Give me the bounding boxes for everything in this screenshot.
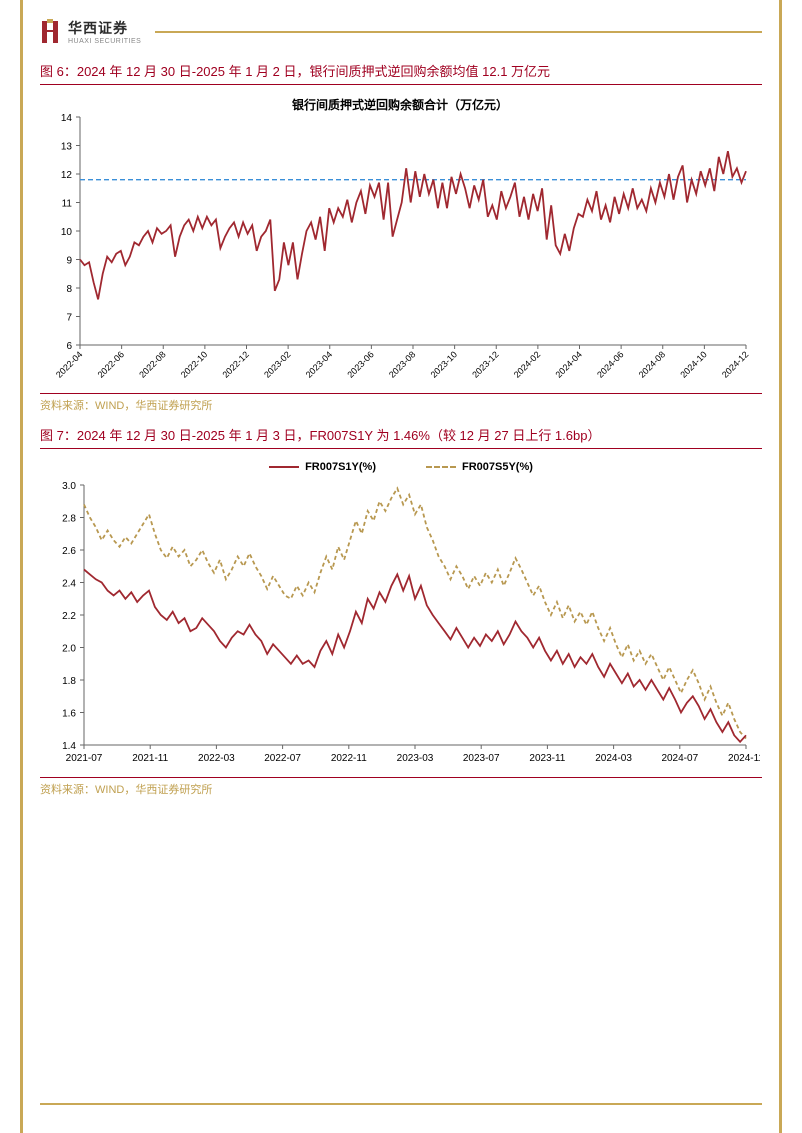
legend-label-s5y: FR007S5Y(%): [462, 461, 533, 473]
figure-6-source: 资料来源：WIND，华西证券研究所: [40, 393, 762, 413]
svg-text:3.0: 3.0: [62, 481, 76, 492]
svg-text:1.4: 1.4: [62, 741, 76, 752]
svg-text:2022-11: 2022-11: [331, 753, 367, 764]
legend-swatch-s1y: [269, 466, 299, 468]
svg-text:6: 6: [66, 341, 72, 352]
svg-text:2022-12: 2022-12: [220, 349, 250, 379]
legend-label-s1y: FR007S1Y(%): [305, 461, 376, 473]
svg-text:2023-03: 2023-03: [397, 753, 434, 764]
svg-text:2.0: 2.0: [62, 644, 76, 655]
figure-7-legend: FR007S1Y(%) FR007S5Y(%): [40, 457, 762, 477]
svg-text:2024-03: 2024-03: [595, 753, 632, 764]
legend-item-s1y: FR007S1Y(%): [269, 461, 376, 473]
svg-text:2024-11: 2024-11: [728, 753, 760, 764]
svg-text:银行间质押式逆回购余额合计（万亿元）: 银行间质押式逆回购余额合计（万亿元）: [292, 97, 508, 112]
svg-text:2.6: 2.6: [62, 546, 76, 557]
company-name-en: HUAXI SECURITIES: [68, 38, 141, 45]
svg-text:2024-08: 2024-08: [637, 349, 667, 379]
svg-text:2023-08: 2023-08: [387, 349, 417, 379]
svg-text:10: 10: [61, 227, 73, 238]
svg-text:1.8: 1.8: [62, 676, 76, 687]
page-border-right: [779, 0, 782, 1133]
company-logo: 华西证券 HUAXI SECURITIES: [40, 18, 141, 45]
svg-text:2022-06: 2022-06: [96, 349, 126, 379]
svg-text:2024-07: 2024-07: [661, 753, 698, 764]
figure-7-chart: FR007S1Y(%) FR007S5Y(%) 1.4 1.6 1.8 2.0 2.2 2…: [40, 449, 762, 777]
svg-text:2024-02: 2024-02: [512, 349, 542, 379]
svg-text:13: 13: [61, 142, 73, 153]
figure-6-caption: 图 6：2024 年 12 月 30 日-2025 年 1 月 2 日，银行间质…: [40, 61, 762, 85]
svg-text:8: 8: [66, 284, 72, 295]
svg-text:2022-07: 2022-07: [264, 753, 301, 764]
svg-text:2022-10: 2022-10: [179, 349, 209, 379]
header-rule: [155, 31, 762, 33]
svg-text:2023-07: 2023-07: [463, 753, 500, 764]
svg-text:2.2: 2.2: [62, 611, 76, 622]
svg-text:2022-04: 2022-04: [54, 349, 84, 379]
svg-text:2023-11: 2023-11: [529, 753, 565, 764]
page-header: 华西证券 HUAXI SECURITIES: [0, 0, 802, 51]
svg-text:2022-08: 2022-08: [137, 349, 167, 379]
page-border-left: [20, 0, 23, 1133]
footer-rule: [40, 1103, 762, 1105]
svg-text:2024-06: 2024-06: [595, 349, 625, 379]
svg-text:2.4: 2.4: [62, 579, 76, 590]
svg-text:2022-03: 2022-03: [198, 753, 235, 764]
figure-7-caption: 图 7：2024 年 12 月 30 日-2025 年 1 月 3 日，FR00…: [40, 425, 762, 449]
svg-text:9: 9: [66, 256, 72, 267]
svg-text:2023-10: 2023-10: [429, 349, 459, 379]
legend-swatch-s5y: [426, 466, 456, 468]
svg-text:2024-12: 2024-12: [720, 349, 750, 379]
svg-text:12: 12: [61, 170, 73, 181]
logo-mark-icon: [40, 19, 60, 45]
figure-6-chart: 银行间质押式逆回购余额合计（万亿元） 6 7 8 9 10 11 12 13 14 2022-04 2…: [40, 85, 762, 393]
svg-text:1.6: 1.6: [62, 709, 76, 720]
svg-text:7: 7: [66, 313, 72, 324]
company-name-cn: 华西证券: [68, 18, 141, 38]
svg-text:2023-12: 2023-12: [470, 349, 500, 379]
svg-text:2024-04: 2024-04: [553, 349, 583, 379]
figure-7-source: 资料来源：WIND，华西证券研究所: [40, 777, 762, 797]
svg-text:14: 14: [61, 113, 73, 124]
svg-text:2021-11: 2021-11: [132, 753, 168, 764]
svg-text:2023-04: 2023-04: [304, 349, 334, 379]
svg-text:2024-10: 2024-10: [678, 349, 708, 379]
svg-text:11: 11: [62, 199, 73, 210]
svg-text:2023-06: 2023-06: [345, 349, 375, 379]
svg-text:2021-07: 2021-07: [66, 753, 103, 764]
svg-text:2023-02: 2023-02: [262, 349, 292, 379]
legend-item-s5y: FR007S5Y(%): [426, 461, 533, 473]
svg-text:2.8: 2.8: [62, 514, 76, 525]
